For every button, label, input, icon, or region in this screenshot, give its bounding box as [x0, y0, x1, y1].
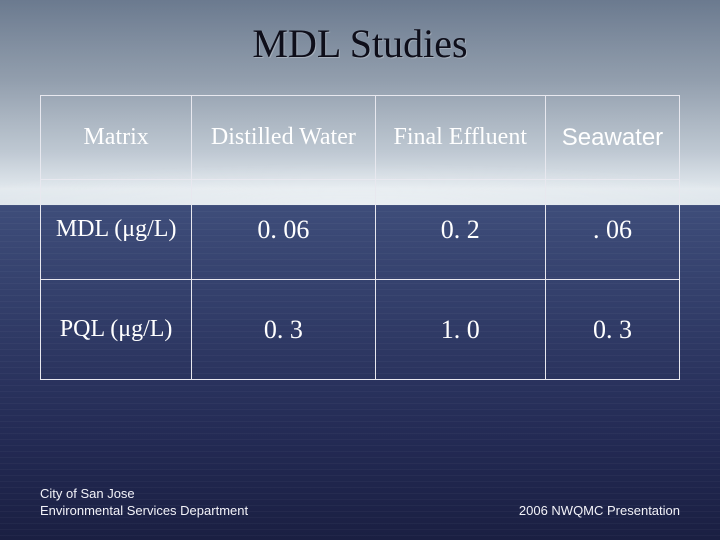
footer: City of San Jose Environmental Services …	[0, 486, 720, 520]
table-row: MDL (μg/L) 0. 06 0. 2 . 06	[41, 180, 680, 280]
cell-mdl-seawater: . 06	[545, 180, 679, 280]
footer-left: City of San Jose Environmental Services …	[40, 486, 248, 520]
slide: MDL Studies Matrix Distilled Water Final…	[0, 0, 720, 540]
slide-title: MDL Studies	[0, 20, 720, 67]
footer-org-line2: Environmental Services Department	[40, 503, 248, 520]
col-matrix: Matrix	[41, 96, 192, 180]
table-header-row: Matrix Distilled Water Final Effluent Se…	[41, 96, 680, 180]
col-distilled-water: Distilled Water	[192, 96, 375, 180]
footer-org-line1: City of San Jose	[40, 486, 248, 503]
cell-mdl-final: 0. 2	[375, 180, 545, 280]
row-label-pql: PQL (μg/L)	[41, 280, 192, 380]
cell-pql-seawater: 0. 3	[545, 280, 679, 380]
cell-pql-distilled: 0. 3	[192, 280, 375, 380]
row-label-mdl: MDL (μg/L)	[41, 180, 192, 280]
cell-mdl-distilled: 0. 06	[192, 180, 375, 280]
table-row: PQL (μg/L) 0. 3 1. 0 0. 3	[41, 280, 680, 380]
col-final-effluent: Final Effluent	[375, 96, 545, 180]
mdl-table: Matrix Distilled Water Final Effluent Se…	[40, 95, 680, 380]
cell-pql-final: 1. 0	[375, 280, 545, 380]
footer-right: 2006 NWQMC Presentation	[519, 503, 680, 520]
col-seawater: Seawater	[545, 96, 679, 180]
